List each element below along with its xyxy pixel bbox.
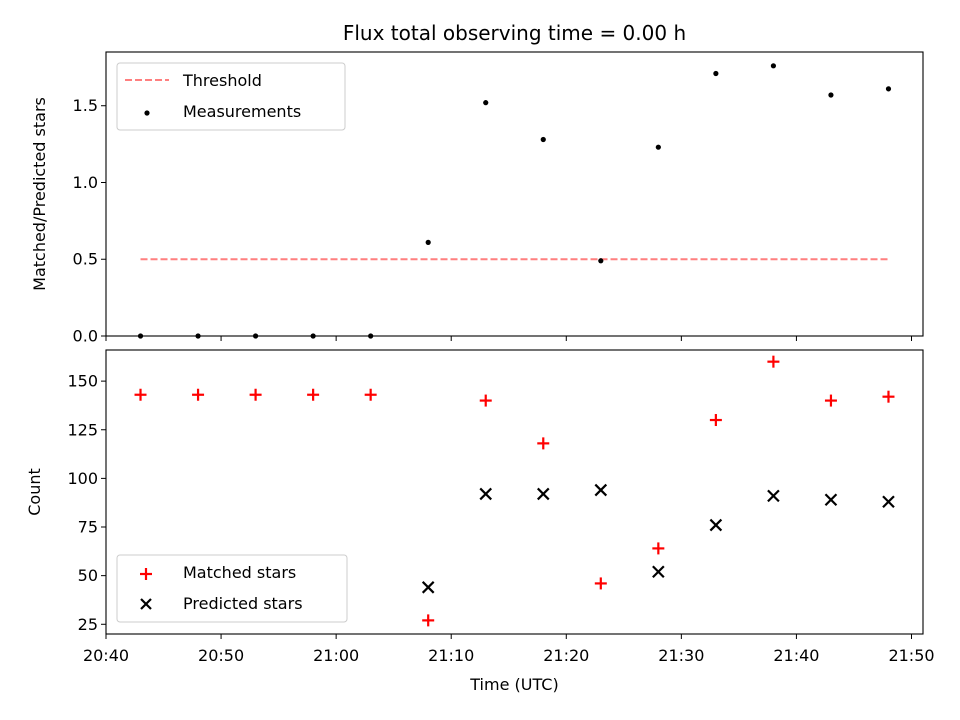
- xtick-label: 20:50: [198, 646, 244, 665]
- matched-stars-point: [767, 355, 780, 368]
- predicted-stars-point: [709, 518, 723, 532]
- measurements-point: [713, 70, 719, 77]
- top-panel-xticks: [105, 336, 912, 341]
- matched-stars-point: [307, 388, 320, 401]
- xtick-label: 20:40: [83, 646, 129, 665]
- top-panel-frame: [105, 51, 924, 337]
- top-panel-series: [137, 63, 892, 339]
- ytick-label: 125: [67, 420, 98, 439]
- matched-stars-point: [479, 394, 492, 407]
- bottom-panel: 25 50 75 100 125 150 20:40 20:50 21:00 21:10 21:2…: [25, 349, 935, 694]
- xtick-label: 21:30: [658, 646, 704, 665]
- matched-stars-point: [709, 414, 722, 427]
- measurements-point: [425, 239, 431, 245]
- xtick-label: 21:10: [428, 646, 474, 665]
- ytick-label: 100: [67, 469, 98, 488]
- matched-stars-point: [537, 437, 550, 450]
- measurements-point: [770, 63, 777, 69]
- predicted-stars-point: [882, 495, 895, 509]
- matched-stars-point: [192, 388, 205, 401]
- measurements-point: [655, 144, 661, 150]
- matched-stars-point: [422, 614, 435, 627]
- ytick-label: 0.5: [73, 250, 98, 269]
- measurements-point: [598, 258, 604, 264]
- predicted-stars-point: [479, 487, 493, 501]
- bottom-panel-frame: [105, 349, 924, 635]
- matched-stars-point: [134, 388, 147, 401]
- predicted-stars-point: [767, 489, 780, 503]
- ytick-label: 75: [78, 518, 98, 537]
- measurements-point: [885, 86, 892, 92]
- bottom-panel-yticks: 25 50 75 100 125 150: [67, 372, 106, 634]
- matched-stars-point: [652, 542, 665, 555]
- legend-measurements-label: Measurements: [183, 102, 301, 121]
- legend-box: [116, 554, 348, 623]
- predicted-stars-point: [594, 483, 608, 497]
- predicted-stars-point: [536, 487, 550, 501]
- legend-predicted-marker: [140, 598, 152, 610]
- matched-stars-point: [824, 394, 837, 407]
- legend-box: [116, 62, 346, 131]
- xtick-label: 21:40: [773, 646, 819, 665]
- bottom-panel-xlabel: Time (UTC): [469, 675, 558, 694]
- matched-stars-point: [594, 577, 607, 590]
- ytick-label: 1.0: [73, 173, 98, 192]
- xtick-label: 21:00: [313, 646, 359, 665]
- chart-title: Flux total observing time = 0.00 h: [343, 21, 686, 45]
- top-panel-legend: Threshold Measurements: [116, 62, 346, 131]
- legend-measurements-marker: [144, 110, 150, 116]
- legend-predicted-label: Predicted stars: [183, 594, 303, 613]
- top-panel-ylabel: Matched/Predicted stars: [30, 97, 49, 291]
- bottom-panel-xticks: 20:40 20:50 21:00 21:10 21:20 21:30 21:40 21:50: [83, 634, 935, 665]
- legend-matched-marker: [140, 568, 152, 580]
- ytick-label: 0.0: [73, 327, 98, 346]
- measurements-point: [828, 92, 834, 98]
- measurements-point: [540, 136, 546, 143]
- matched-stars-point: [364, 388, 377, 401]
- legend-matched-label: Matched stars: [183, 563, 296, 582]
- predicted-stars-point: [421, 581, 435, 594]
- ytick-label: 50: [78, 566, 98, 585]
- matched-stars-point: [249, 388, 262, 401]
- measurements-point: [483, 100, 489, 106]
- xtick-label: 21:20: [543, 646, 589, 665]
- matched-stars-point: [882, 390, 895, 403]
- bottom-panel-series: [134, 355, 895, 627]
- ytick-label: 1.5: [73, 96, 98, 115]
- bottom-panel-ylabel: Count: [25, 468, 44, 516]
- top-panel: 0.0 0.5 1.0 1.5 Matched/Predicted stars Thr…: [30, 51, 924, 346]
- top-panel-yticks: 0.0 0.5 1.0 1.5: [73, 96, 106, 346]
- predicted-stars-point: [652, 565, 665, 579]
- predicted-stars-point: [824, 493, 838, 507]
- legend-threshold-label: Threshold: [182, 71, 262, 90]
- ytick-label: 25: [78, 615, 98, 634]
- xtick-label: 21:50: [888, 646, 934, 665]
- bottom-panel-legend: Matched stars Predicted stars: [116, 554, 348, 623]
- ytick-label: 150: [67, 372, 98, 391]
